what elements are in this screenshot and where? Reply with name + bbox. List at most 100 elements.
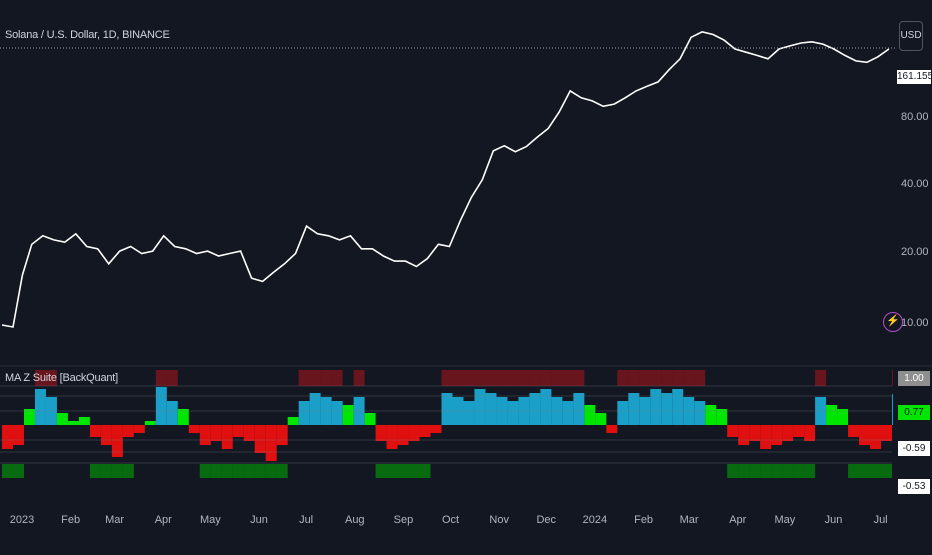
histogram-bar — [276, 425, 288, 445]
histogram-bar — [144, 421, 156, 425]
histogram-bar — [606, 425, 618, 433]
top-band-segment — [661, 370, 673, 386]
top-band-segment — [562, 370, 574, 386]
histogram-bar — [837, 409, 849, 425]
histogram-bar — [650, 389, 662, 425]
histogram-bar — [56, 413, 68, 425]
histogram-bar — [859, 425, 871, 445]
histogram-bar — [771, 425, 783, 445]
symbol-title: Solana / U.S. Dollar, 1D, BINANCE — [5, 29, 170, 41]
bottom-band-segment — [782, 464, 794, 478]
histogram-bar — [188, 425, 200, 433]
lightning-icon[interactable]: ⚡ — [883, 312, 903, 332]
histogram-bar — [485, 393, 497, 425]
top-band-segment — [353, 370, 365, 386]
time-axis-label: Feb — [61, 514, 81, 526]
histogram-bar — [265, 425, 277, 461]
indicator-value-tag: -0.59 — [898, 441, 930, 456]
bottom-band-segment — [199, 464, 211, 478]
time-axis-label: Mar — [105, 514, 125, 526]
bottom-band-segment — [122, 464, 134, 478]
histogram-bar — [595, 413, 607, 425]
histogram-bar — [672, 389, 684, 425]
time-axis-label: Aug — [344, 514, 365, 526]
last-price-tag: 161.1554 — [897, 70, 932, 84]
time-axis-label: Feb — [634, 514, 654, 526]
time-axis-label: 2023 — [9, 514, 35, 526]
top-band-segment — [166, 370, 178, 386]
histogram-bar — [804, 425, 816, 441]
histogram-bar — [78, 417, 90, 425]
bottom-band-segment — [727, 464, 739, 478]
bottom-band-segment — [419, 464, 431, 478]
histogram-bar — [782, 425, 794, 441]
top-band-segment — [331, 370, 343, 386]
histogram-bar — [287, 417, 299, 425]
histogram-bar — [199, 425, 211, 445]
top-band-segment — [573, 370, 585, 386]
histogram-bar — [441, 393, 453, 425]
histogram-bar — [628, 393, 640, 425]
histogram-bar — [738, 425, 750, 445]
histogram-bar — [34, 389, 46, 425]
histogram-bar — [331, 401, 343, 425]
bottom-band-segment — [793, 464, 805, 478]
histogram-bar — [716, 409, 728, 425]
top-band-segment — [452, 370, 464, 386]
currency-button[interactable]: USD — [899, 21, 923, 51]
bottom-band-segment — [100, 464, 112, 478]
indicator-value-tag: -0.53 — [898, 479, 930, 494]
top-band-segment — [45, 370, 57, 386]
top-band-segment — [518, 370, 530, 386]
indicator-pane[interactable] — [0, 370, 893, 478]
time-axis-label: Jun — [250, 514, 268, 526]
indicator-title: MA Z Suite [BackQuant] — [5, 372, 118, 384]
histogram-bar — [67, 421, 79, 425]
histogram-bar — [375, 425, 387, 441]
histogram-bar — [221, 425, 233, 449]
time-axis-label: Mar — [679, 514, 699, 526]
histogram-bar — [705, 405, 717, 425]
histogram-bar — [232, 425, 244, 437]
top-band-segment — [441, 370, 453, 386]
price-pane[interactable] — [0, 31, 932, 367]
histogram-bar — [562, 401, 574, 425]
top-band-segment — [683, 370, 695, 386]
bottom-band-segment — [386, 464, 398, 478]
histogram-bar — [364, 413, 376, 425]
histogram-bar — [881, 425, 892, 441]
bottom-band-segment — [870, 464, 882, 478]
time-axis-label: Nov — [489, 514, 509, 526]
histogram-bar — [210, 425, 222, 441]
histogram-bar — [342, 405, 354, 425]
top-band-segment — [485, 370, 497, 386]
top-band-segment — [639, 370, 651, 386]
bottom-band-segment — [848, 464, 860, 478]
top-band-segment — [507, 370, 519, 386]
price-axis-label: 20.00 — [901, 246, 929, 258]
top-band-segment — [815, 370, 827, 386]
bottom-band-segment — [89, 464, 101, 478]
time-axis-label: Apr — [729, 514, 747, 526]
bottom-band-segment — [232, 464, 244, 478]
histogram-bar — [694, 401, 706, 425]
histogram-bar — [617, 401, 629, 425]
histogram-bar — [892, 394, 893, 425]
bottom-band-segment — [2, 464, 13, 478]
top-band-segment — [529, 370, 541, 386]
bottom-band-segment — [221, 464, 233, 478]
bottom-band-segment — [375, 464, 387, 478]
bottom-band-segment — [111, 464, 123, 478]
price-axis-label: 80.00 — [901, 111, 929, 123]
top-band-segment — [540, 370, 552, 386]
histogram-bar — [474, 389, 486, 425]
histogram-bar — [155, 387, 167, 425]
price-series-line — [1, 31, 890, 328]
top-band-segment — [320, 370, 332, 386]
bottom-band-segment — [749, 464, 761, 478]
histogram-bar — [111, 425, 123, 457]
price-axis-label: 10.00 — [901, 317, 929, 329]
histogram-bar — [540, 389, 552, 425]
